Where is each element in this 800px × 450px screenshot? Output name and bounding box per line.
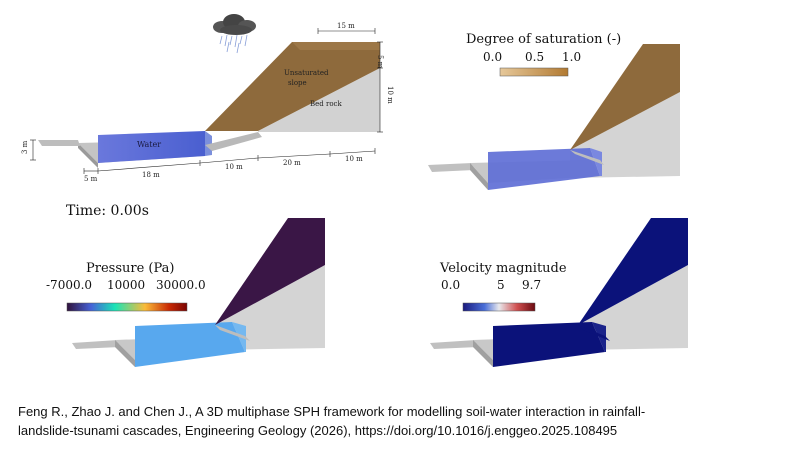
downstream-strip [570, 150, 604, 165]
saturation-colorbar [499, 67, 569, 77]
slope-velocity-field [578, 218, 688, 325]
water-body [493, 322, 605, 367]
pressure-tick-1: 10000 [107, 278, 146, 292]
dim-bottom-10b: 10 m [345, 155, 363, 163]
left-shelf [428, 163, 474, 172]
velocity-tick-2: 9.7 [522, 278, 542, 292]
saturation-tick-1: 0.5 [525, 50, 545, 64]
dim-right-upper: 5 m [376, 55, 384, 69]
saturation-panel [428, 44, 680, 190]
water-side [205, 131, 212, 156]
saturation-tick-2: 1.0 [562, 50, 582, 64]
pressure-colorbar [66, 302, 188, 312]
water-body [98, 131, 205, 163]
left-shelf [72, 340, 120, 349]
downstream-strip [205, 132, 262, 151]
basin-front-wall [473, 340, 493, 367]
unsaturated-slope [570, 44, 680, 150]
water-body [488, 148, 600, 190]
citation-line-2: landslide-tsunami cascades, Engineering … [18, 423, 618, 438]
left-shelf [430, 340, 478, 349]
citation: Feng R., Zhao J. and Chen J., A 3D multi… [18, 402, 788, 440]
velocity-tick-0: 0.0 [441, 278, 461, 292]
velocity-panel [430, 218, 688, 367]
basin-front-wall [470, 163, 488, 190]
basin-front-wall [115, 340, 135, 367]
slope-top-highlight [292, 42, 380, 50]
water-body [135, 322, 245, 367]
velocity-tick-1: 5 [497, 278, 505, 292]
pressure-tick-0: -7000.0 [46, 278, 93, 292]
bed-rock [258, 68, 380, 132]
saturation-colorbar-title: Degree of saturation (-) [466, 32, 622, 47]
velocity-colorbar [462, 302, 536, 312]
dim-bottom-5: 5 m [84, 175, 98, 183]
pressure-tick-2: 30000.0 [156, 278, 206, 292]
pressure-colorbar-title: Pressure (Pa) [86, 261, 175, 276]
citation-line-1: Feng R., Zhao J. and Chen J., A 3D multi… [18, 404, 646, 419]
unsaturated-label-line2: slope [288, 79, 307, 87]
dim-bottom-10a: 10 m [225, 163, 243, 171]
schematic-panel [30, 14, 383, 174]
water-label: Water [137, 140, 162, 149]
dim-left-height: 3 m [21, 140, 29, 154]
unsaturated-slope [205, 42, 380, 131]
basin-front-wall [78, 143, 98, 168]
unsaturated-label-line1: Unsaturated [284, 69, 329, 77]
water-side [590, 148, 602, 176]
pressure-panel [72, 218, 325, 367]
water-side [232, 322, 246, 352]
dim-bottom-18: 18 m [142, 171, 160, 179]
dimension-lines [30, 28, 383, 174]
rain-cloud-icon [213, 14, 256, 54]
time-label: Time: 0.00s [66, 203, 149, 219]
downstream-strip [578, 325, 610, 341]
downstream-strip [215, 325, 250, 341]
velocity-colorbar-title: Velocity magnitude [440, 261, 567, 276]
left-shelf [38, 140, 80, 146]
slope-pressure-field [215, 218, 325, 325]
dim-top-width: 15 m [337, 22, 355, 30]
bed-rock-label: Bed rock [310, 100, 342, 108]
dim-right-lower: 10 m [386, 86, 394, 104]
saturation-tick-0: 0.0 [483, 50, 503, 64]
water-side [592, 322, 606, 352]
dim-bottom-20: 20 m [283, 159, 301, 167]
